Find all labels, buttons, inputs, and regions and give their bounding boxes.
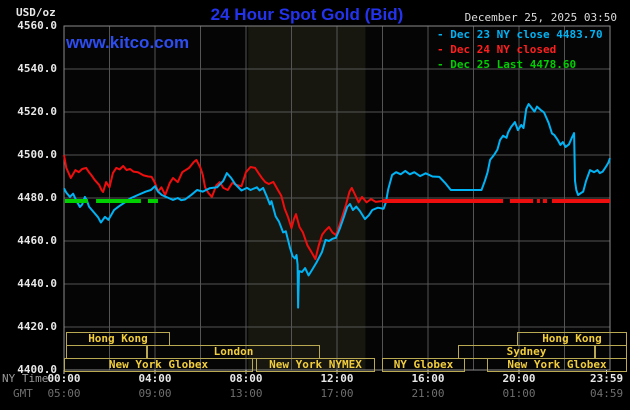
kitco-watermark: www.kitco.com	[66, 33, 190, 52]
session-box-london: London	[147, 345, 320, 359]
session-box-new-york-globex: New York Globex	[487, 358, 627, 372]
session-box	[66, 345, 147, 359]
chart-datetime: December 25, 2025 03:50	[464, 11, 617, 24]
x-tick-label-gmt: 09:00	[138, 387, 172, 400]
ny-time-axis-label: NY Time	[2, 372, 49, 385]
session-box-new-york-nymex: New York NYMEX	[256, 358, 375, 372]
x-tick-label-ny: 23:59	[590, 372, 624, 385]
gmt-axis-label: GMT	[13, 387, 33, 400]
session-box-ny-globex: NY Globex	[382, 358, 465, 372]
y-axis-unit-label: USD/oz	[16, 6, 56, 19]
legend-item: - Dec 24 NY closed	[437, 43, 557, 56]
session-box-sydney: Sydney	[458, 345, 595, 359]
x-tick-label-ny: 04:00	[138, 372, 172, 385]
x-tick-label-gmt: 04:59	[590, 387, 624, 400]
x-tick-label-gmt: 05:00	[47, 387, 81, 400]
y-tick-label: 4520.0	[17, 105, 57, 118]
y-tick-label: 4440.0	[17, 277, 57, 290]
x-tick-label-ny: 20:00	[502, 372, 536, 385]
session-box-hong-kong: Hong Kong	[517, 332, 627, 346]
x-tick-label-gmt: 01:00	[502, 387, 536, 400]
legend: - Dec 23 NY close 4483.70 - Dec 24 NY clo…	[437, 27, 603, 72]
x-tick-label-ny: 16:00	[411, 372, 445, 385]
x-tick-label-gmt: 17:00	[320, 387, 354, 400]
session-box-new-york-globex: New York Globex	[64, 358, 253, 372]
dec23-line	[63, 103, 611, 309]
y-tick-label: 4460.0	[17, 234, 57, 247]
x-tick-label-gmt: 13:00	[229, 387, 263, 400]
y-tick-label: 4480.0	[17, 191, 57, 204]
dec24-line	[63, 154, 383, 261]
y-tick-label: 4400.0	[17, 363, 57, 376]
legend-item: - Dec 25 Last 4478.60	[437, 58, 577, 71]
x-tick-label-gmt: 21:00	[411, 387, 445, 400]
y-tick-label: 4560.0	[17, 19, 57, 32]
x-tick-label-ny: 12:00	[320, 372, 354, 385]
x-tick-label-ny: 08:00	[229, 372, 263, 385]
y-tick-label: 4420.0	[17, 320, 57, 333]
y-tick-label: 4540.0	[17, 62, 57, 75]
session-box	[595, 345, 627, 359]
x-tick-label-ny: 00:00	[47, 372, 81, 385]
chart-title: 24 Hour Spot Gold (Bid)	[210, 5, 404, 24]
legend-item: - Dec 23 NY close 4483.70	[437, 28, 603, 41]
y-tick-label: 4500.0	[17, 148, 57, 161]
session-box-hong-kong: Hong Kong	[66, 332, 170, 346]
